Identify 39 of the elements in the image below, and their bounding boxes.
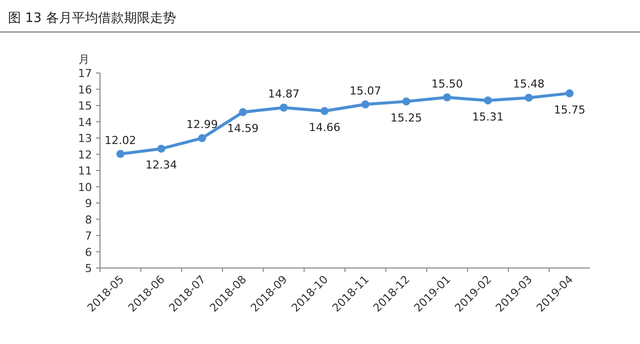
y-tick-label: 17 [78, 67, 92, 80]
y-tick-label: 5 [85, 262, 92, 275]
chart-title: 图 13 各月平均借款期限走势 [8, 11, 176, 26]
point [361, 100, 370, 108]
data-label: 14.87 [268, 88, 300, 101]
data-label: 15.07 [350, 84, 382, 98]
point [116, 150, 124, 158]
point [566, 89, 574, 98]
y-tick-label: 10 [78, 180, 92, 194]
point [238, 108, 247, 116]
y-tick-label: 16 [78, 83, 92, 96]
data-label: 12.02 [104, 134, 136, 147]
y-tick-label: 9 [85, 197, 92, 210]
point [157, 144, 166, 153]
data-label: 15.75 [554, 103, 586, 116]
point [484, 96, 492, 104]
y-tick-label: 13 [78, 132, 92, 145]
data-label: 15.25 [390, 111, 422, 124]
y-tick-label: 8 [85, 213, 92, 226]
y-tick-label: 6 [85, 246, 92, 259]
data-label: 12.34 [146, 158, 177, 172]
data-label: 15.50 [431, 77, 463, 90]
point [198, 134, 206, 142]
y-tick-label: 15 [78, 100, 92, 112]
data-label: 14.59 [227, 122, 259, 136]
point [280, 104, 288, 112]
data-label: 15.48 [513, 78, 544, 91]
point [402, 97, 410, 106]
point [524, 94, 533, 102]
point [443, 93, 452, 102]
y-tick-label: 7 [85, 230, 92, 242]
data-label: 15.31 [472, 110, 504, 124]
y-tick-label: 12 [78, 148, 92, 162]
y-tick-label: 14 [78, 116, 92, 129]
y-tick-label: 11 [78, 164, 92, 178]
point [320, 107, 329, 116]
data-label: 12.99 [186, 118, 218, 132]
data-label: 14.66 [308, 121, 340, 134]
y-axis-title: 月 [78, 53, 90, 66]
